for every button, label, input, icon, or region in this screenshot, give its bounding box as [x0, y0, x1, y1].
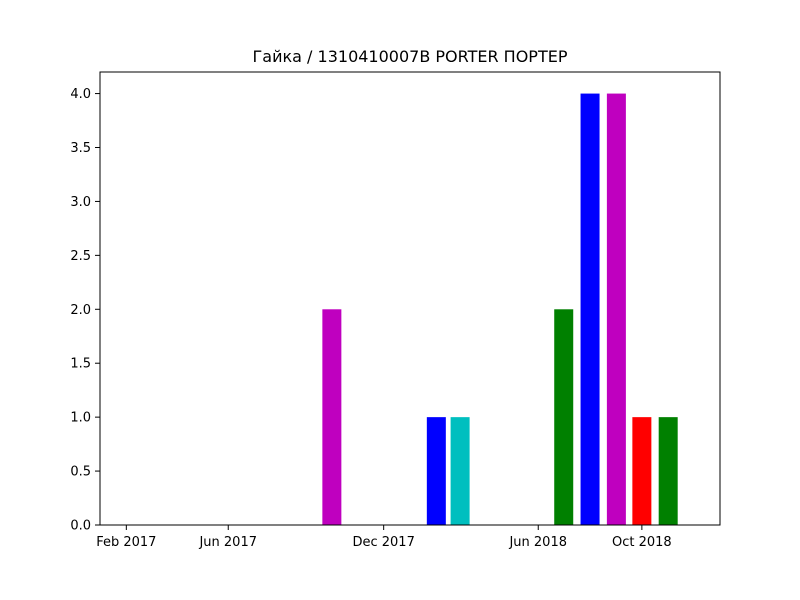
y-tick-label: 3.5 — [70, 141, 91, 156]
bar-2018-08-01 — [580, 93, 600, 525]
bar-2017-10-01 — [322, 309, 342, 525]
y-tick-label: 4.0 — [70, 87, 91, 102]
bar-2018-07-01 — [554, 309, 574, 525]
y-tick-label: 2.5 — [70, 249, 91, 264]
y-tick-label: 3.0 — [70, 195, 91, 210]
x-tick-label: Dec 2017 — [352, 535, 414, 550]
bar-2018-03-01 — [450, 417, 470, 525]
bars — [322, 93, 678, 525]
chart-title: Гайка / 1310410007B PORTER ПОРТЕР — [253, 47, 568, 66]
y-tick-label: 0.0 — [70, 519, 91, 534]
y-tick-label: 2.0 — [70, 303, 91, 318]
bar-2018-10-01 — [632, 417, 652, 525]
y-tick-label: 1.0 — [70, 411, 91, 426]
x-tick-label: Jun 2018 — [508, 535, 567, 550]
x-tick-label: Oct 2018 — [612, 535, 672, 550]
bar-2018-09-01 — [606, 93, 626, 525]
y-tick-label: 1.5 — [70, 357, 91, 372]
y-tick-label: 0.5 — [70, 465, 91, 480]
x-tick-label: Jun 2017 — [198, 535, 257, 550]
y-axis: 0.0 0.5 1.0 1.5 2.0 2.5 3.0 3.5 4.0 — [70, 87, 100, 534]
bar-2018-02-01 — [426, 417, 446, 525]
plot-frame — [99, 71, 721, 526]
x-tick-label: Feb 2017 — [96, 535, 156, 550]
bar-2018-11-01 — [658, 417, 678, 525]
x-axis: Feb 2017 Jun 2017 Dec 2017 Jun 2018 Oct 2018 — [96, 525, 672, 550]
